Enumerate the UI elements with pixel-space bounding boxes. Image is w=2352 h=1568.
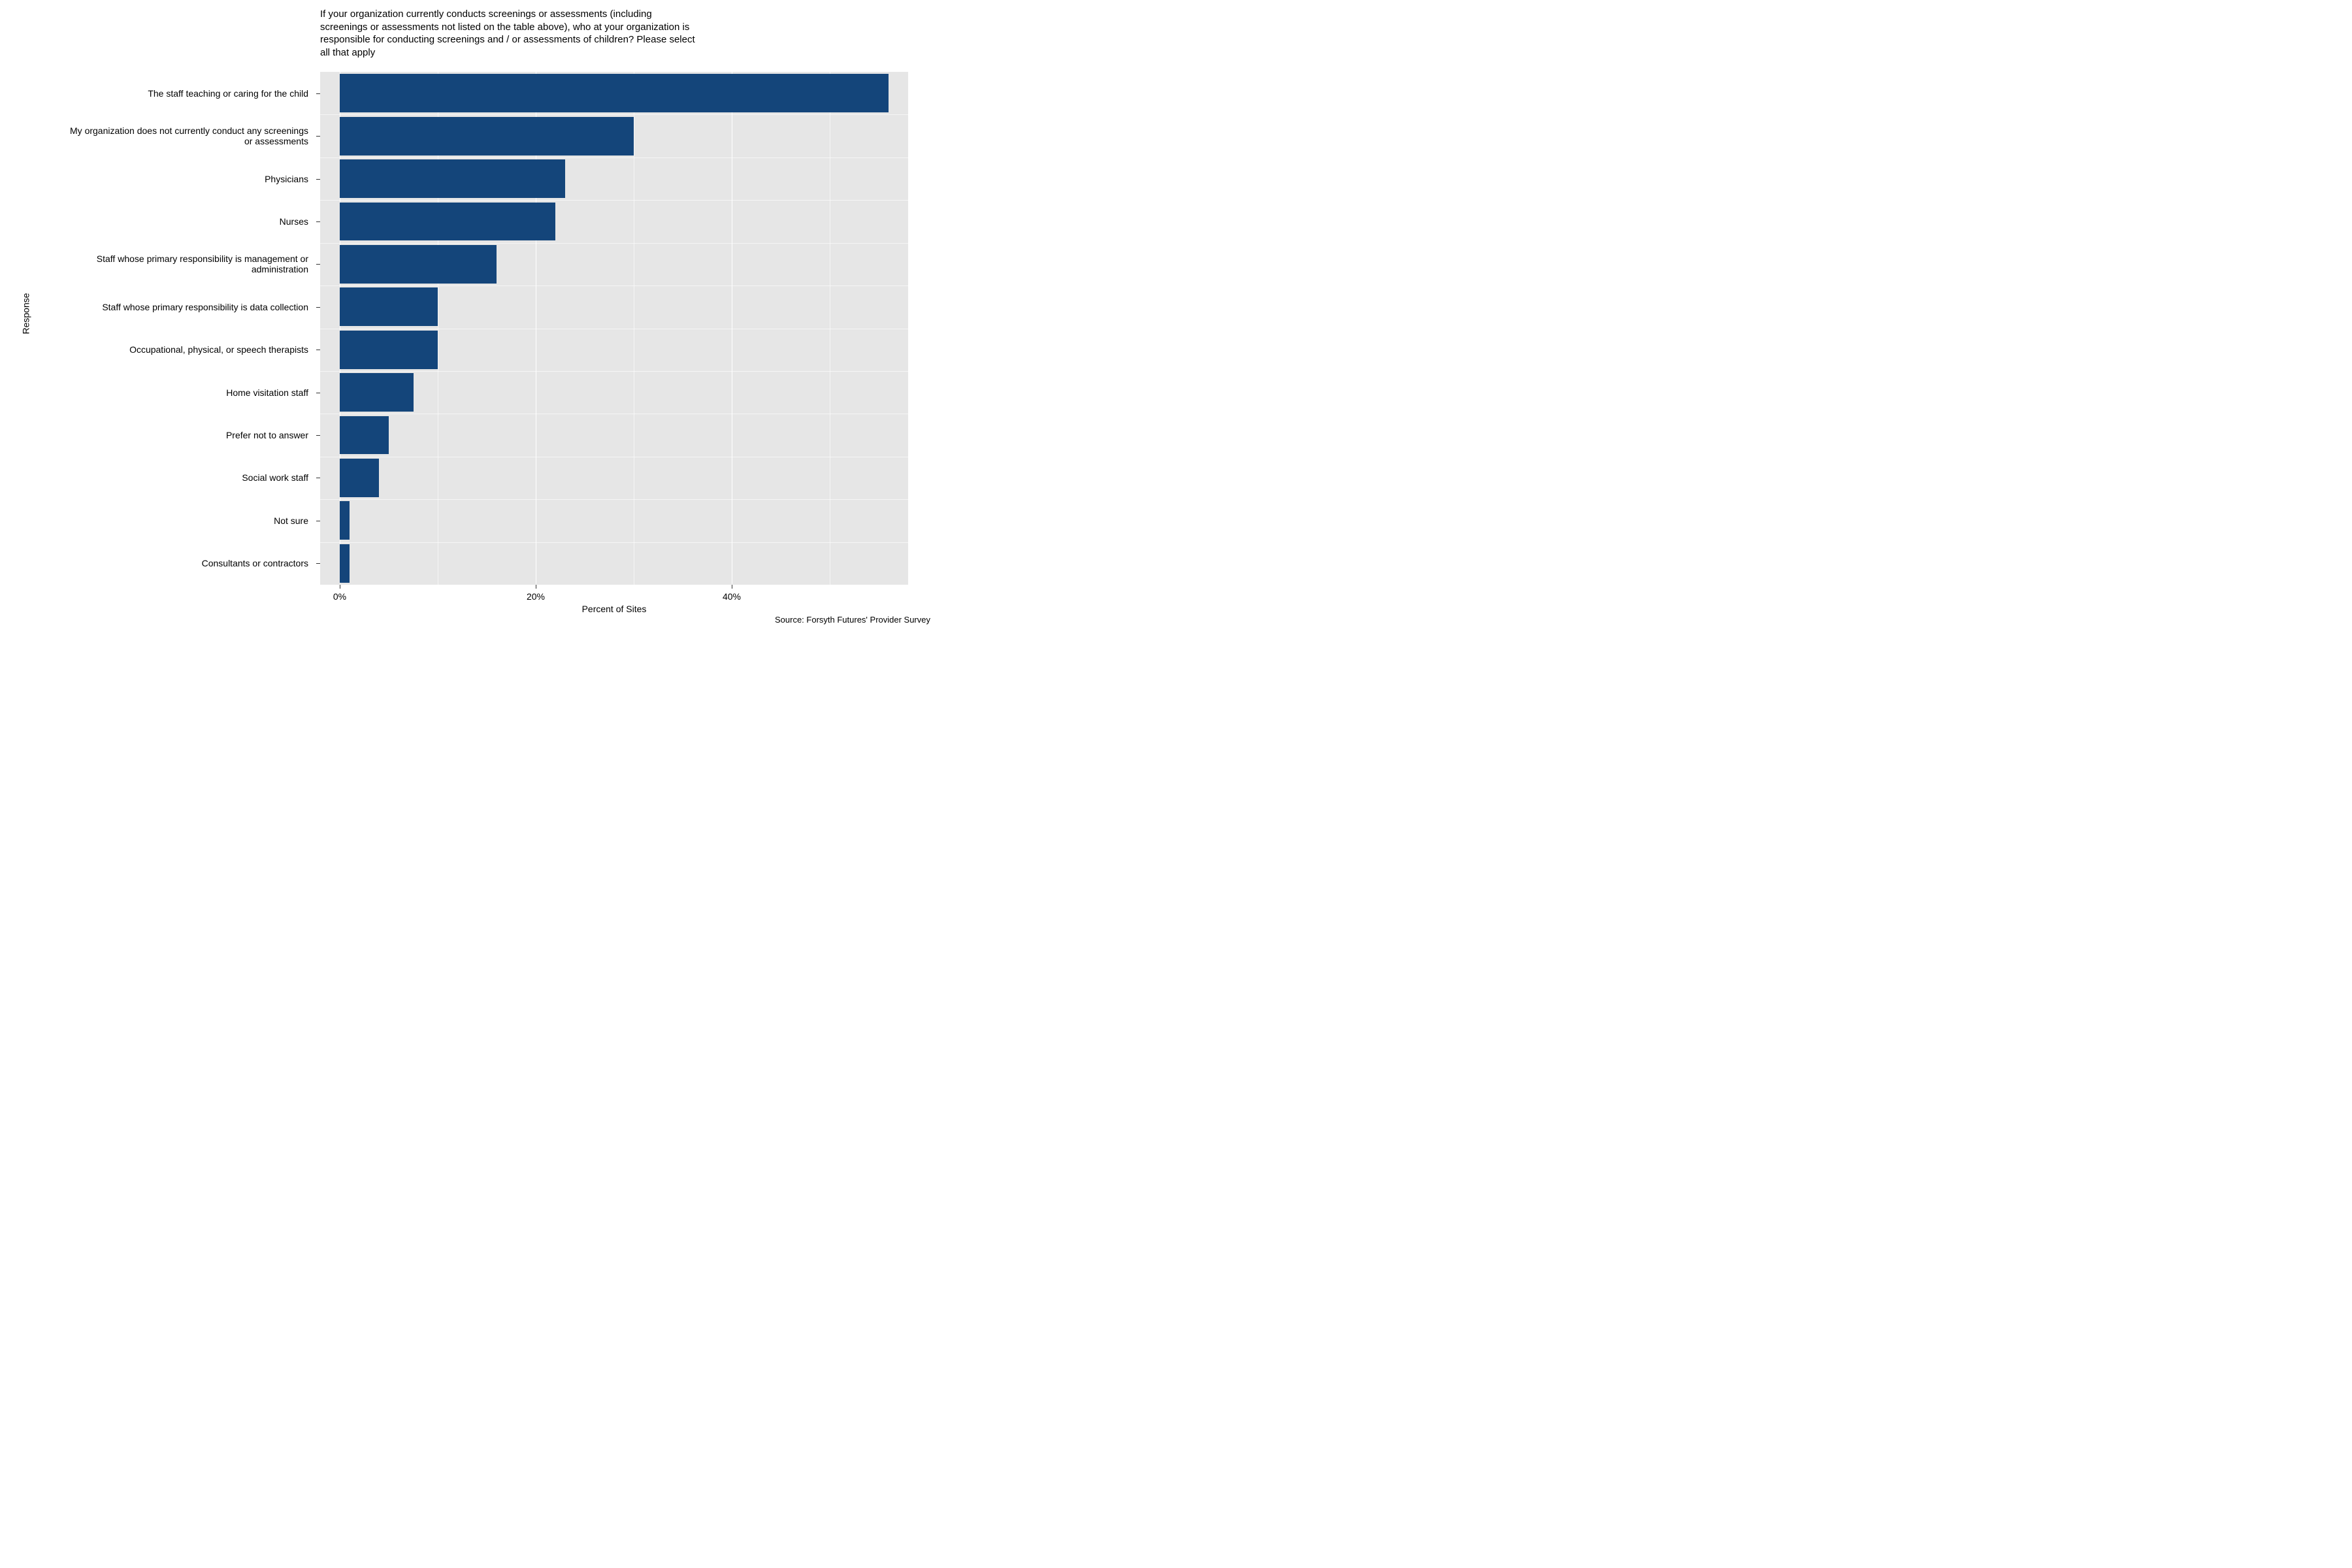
y-tick-mark <box>316 307 320 308</box>
y-tick-label: Staff whose primary responsibility is da… <box>0 302 308 312</box>
y-axis-title: Response <box>21 293 31 334</box>
bar <box>340 245 497 284</box>
bar-row <box>320 287 908 326</box>
y-tick-mark <box>316 136 320 137</box>
bar <box>340 159 565 198</box>
bar-row <box>320 74 908 112</box>
bar <box>340 74 889 112</box>
y-tick-label: Physicians <box>0 173 308 184</box>
bar-row <box>320 544 908 583</box>
bar <box>340 373 414 412</box>
x-tick-label: 40% <box>723 591 741 602</box>
bar-row <box>320 203 908 241</box>
bar <box>340 331 438 369</box>
y-tick-mark <box>316 221 320 222</box>
bar-row <box>320 373 908 412</box>
y-tick-label: Occupational, physical, or speech therap… <box>0 344 308 355</box>
y-tick-label: Prefer not to answer <box>0 430 308 440</box>
y-tick-label: Not sure <box>0 515 308 526</box>
y-tick-mark <box>316 435 320 436</box>
y-tick-mark <box>316 93 320 94</box>
bar-row <box>320 117 908 155</box>
y-tick-label: Home visitation staff <box>0 387 308 398</box>
bar <box>340 544 350 583</box>
y-tick-label: The staff teaching or caring for the chi… <box>0 88 308 99</box>
y-tick-label: Social work staff <box>0 472 308 483</box>
y-tick-label: Consultants or contractors <box>0 558 308 568</box>
bar <box>340 501 350 540</box>
bar <box>340 203 555 241</box>
bar-row <box>320 501 908 540</box>
bar <box>340 459 379 497</box>
bar-row <box>320 459 908 497</box>
chart-figure: If your organization currently conducts … <box>0 0 941 627</box>
x-tick-label: 0% <box>333 591 346 602</box>
x-tick-label: 20% <box>527 591 545 602</box>
plot-panel <box>320 72 908 585</box>
y-tick-label: My organization does not currently condu… <box>0 125 308 146</box>
chart-title: If your organization currently conducts … <box>320 8 895 59</box>
bar-row <box>320 159 908 198</box>
bars-container <box>320 72 908 585</box>
chart-caption: Source: Forsyth Futures' Provider Survey <box>775 615 930 625</box>
y-tick-label: Staff whose primary responsibility is ma… <box>0 253 308 274</box>
bar <box>340 287 438 326</box>
y-tick-mark <box>316 179 320 180</box>
y-tick-label: Nurses <box>0 216 308 227</box>
bar <box>340 416 389 455</box>
y-tick-mark <box>316 264 320 265</box>
x-axis-title: Percent of Sites <box>320 604 908 614</box>
bar-row <box>320 331 908 369</box>
bar-row <box>320 416 908 455</box>
bar-row <box>320 245 908 284</box>
bar <box>340 117 634 155</box>
y-tick-mark <box>316 563 320 564</box>
